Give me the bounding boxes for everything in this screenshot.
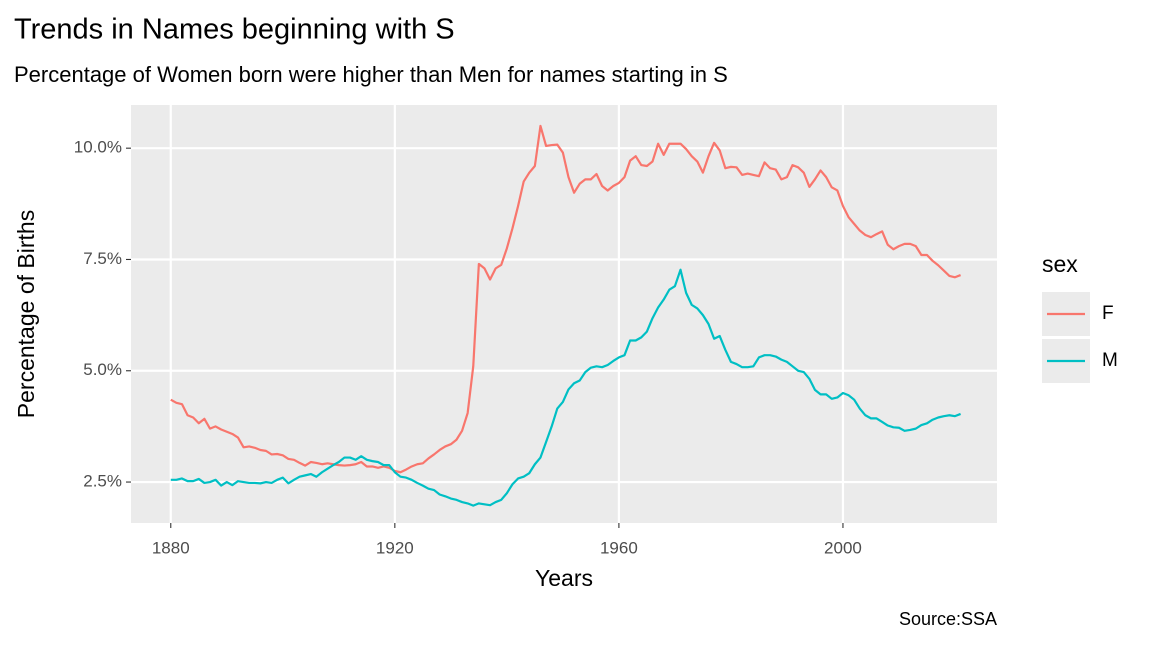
x-axis-label: Years bbox=[535, 565, 593, 591]
x-tick-label: 1960 bbox=[600, 538, 638, 557]
y-tick-label: 2.5% bbox=[83, 472, 122, 491]
y-tick-label: 5.0% bbox=[83, 360, 122, 379]
chart-subtitle: Percentage of Women born were higher tha… bbox=[14, 62, 728, 87]
x-tick-label: 1880 bbox=[152, 538, 190, 557]
chart-title: Trends in Names beginning with S bbox=[14, 14, 455, 46]
y-tick-label: 7.5% bbox=[83, 249, 122, 268]
legend-title: sex bbox=[1042, 251, 1078, 277]
legend-label: M bbox=[1102, 350, 1118, 371]
legend-label: F bbox=[1102, 303, 1114, 324]
x-tick-label: 1920 bbox=[376, 538, 414, 557]
series-line bbox=[170, 268, 961, 507]
y-axis-label: Percentage of Births bbox=[13, 210, 39, 418]
y-tick-label: 10.0% bbox=[74, 138, 122, 157]
panel bbox=[131, 105, 997, 523]
caption: Source:SSA bbox=[899, 609, 997, 629]
series-line bbox=[170, 124, 961, 474]
x-tick-label: 2000 bbox=[824, 538, 862, 557]
